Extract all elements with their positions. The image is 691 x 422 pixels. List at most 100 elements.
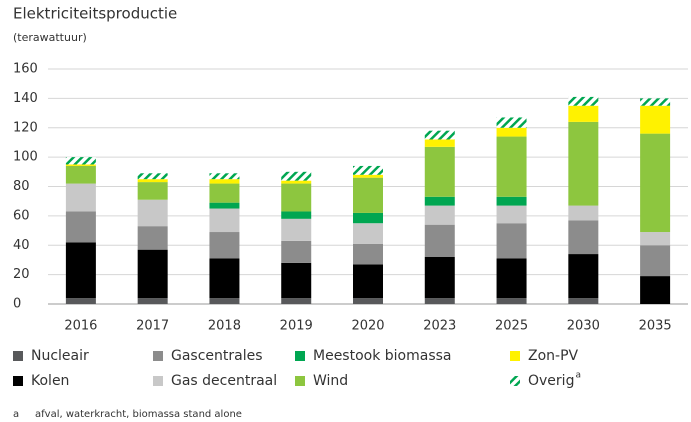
legend-label: Meestook biomassa: [313, 348, 452, 364]
legend-swatch: [153, 351, 163, 361]
y-tick-label: 80: [13, 179, 30, 194]
y-tick-label: 160: [13, 62, 38, 77]
bar-segment: [424, 196, 455, 206]
bar-segment: [137, 226, 168, 250]
legend-swatch: [13, 376, 23, 386]
y-tick-label: 60: [13, 208, 30, 223]
bar-segment: [568, 205, 599, 221]
bar-segment: [353, 212, 383, 224]
bar-segment: [424, 224, 455, 257]
bar-segment: [65, 298, 96, 304]
bar-segment: [496, 298, 527, 304]
legend-label: Nucleair: [31, 348, 89, 364]
bar-segment: [568, 254, 599, 299]
bar-segment: [640, 245, 671, 277]
legend-label: Wind: [313, 373, 348, 389]
chart-title: Elektriciteitsproductie: [13, 5, 177, 23]
legend-superscript: a: [575, 371, 581, 381]
bar-segment: [137, 199, 168, 227]
bar-segment: [353, 243, 383, 265]
bar-segment: [568, 298, 599, 304]
y-tick-label: 40: [13, 238, 30, 253]
bar-segment: [640, 133, 671, 233]
bar-segment: [568, 105, 599, 122]
y-tick-label: 140: [13, 91, 38, 106]
bar-segment: [424, 298, 455, 304]
bar-segment: [640, 232, 671, 246]
footnote-text: afval, waterkracht, biomassa stand alone: [35, 409, 242, 420]
x-tick-label: 2020: [351, 319, 384, 334]
y-tick-label: 20: [13, 267, 30, 282]
bar-segment: [281, 171, 312, 181]
bar-segment: [353, 177, 383, 213]
bar-segment: [209, 232, 240, 259]
bar-segment: [568, 121, 599, 206]
bar-segment: [209, 208, 240, 233]
bar-segment: [209, 179, 240, 184]
bar-segment: [496, 205, 527, 224]
x-tick-label: 2018: [208, 319, 241, 334]
bar-segment: [353, 174, 383, 178]
chart-subtitle: (terawattuur): [13, 31, 87, 44]
x-tick-label: 2030: [567, 319, 600, 334]
bar-segment: [496, 223, 527, 259]
footnote-marker: a: [13, 409, 19, 420]
x-tick-label: 2019: [280, 319, 313, 334]
x-tick-label: 2025: [495, 319, 528, 334]
legend-swatch: [510, 351, 520, 361]
bar-segment: [137, 298, 168, 304]
x-tick-label: 2016: [64, 319, 97, 334]
x-tick-label: 2017: [136, 319, 169, 334]
bar-segment: [281, 298, 312, 304]
bar-segment: [137, 182, 168, 200]
legend-label: Gascentrales: [171, 348, 263, 364]
bar-segment: [65, 165, 96, 184]
bar-segment: [496, 117, 527, 128]
bar-segment: [209, 183, 240, 203]
bar-segment: [209, 258, 240, 299]
legend-swatch: [153, 376, 163, 386]
bar-segment: [65, 242, 96, 299]
bar-segment: [424, 139, 455, 147]
bar-segment: [65, 183, 96, 212]
bar-segment: [281, 183, 312, 212]
bar-segment: [496, 258, 527, 299]
y-tick-label: 120: [13, 120, 38, 135]
bar-segment: [209, 298, 240, 304]
bar-segment: [353, 298, 383, 304]
bar-segment: [496, 196, 527, 206]
bar-segment: [281, 180, 312, 184]
bar-segment: [353, 223, 383, 244]
bar-segment: [496, 136, 527, 197]
legend-swatch: [510, 376, 520, 386]
y-tick-label: 0: [13, 297, 21, 312]
bar-segment: [568, 220, 599, 255]
legend-label: Zon-PV: [528, 348, 579, 364]
bar-segment: [281, 211, 312, 219]
y-tick-label: 100: [13, 150, 38, 165]
bar-segment: [137, 249, 168, 299]
bar-segment: [281, 218, 312, 241]
bar-segment: [65, 164, 96, 166]
bar-segment: [640, 105, 671, 134]
bar-segment: [568, 96, 599, 106]
legend-label: Kolen: [31, 373, 69, 389]
bar-segment: [209, 173, 240, 180]
bar-segment: [353, 165, 383, 175]
legend-swatch: [13, 351, 23, 361]
bar-segment: [281, 262, 312, 299]
legend-label: Overig: [528, 373, 574, 389]
x-tick-label: 2035: [639, 319, 672, 334]
bar-segment: [640, 276, 671, 304]
bar-segment: [137, 173, 168, 180]
bar-segment: [640, 98, 671, 106]
legend-label: Gas decentraal: [171, 373, 277, 389]
legend-swatch: [295, 376, 305, 386]
bar-segment: [137, 179, 168, 183]
bar-segment: [424, 146, 455, 197]
bar-segment: [424, 130, 455, 140]
bar-segment: [209, 202, 240, 209]
legend-swatch: [295, 351, 305, 361]
x-tick-label: 2023: [423, 319, 456, 334]
